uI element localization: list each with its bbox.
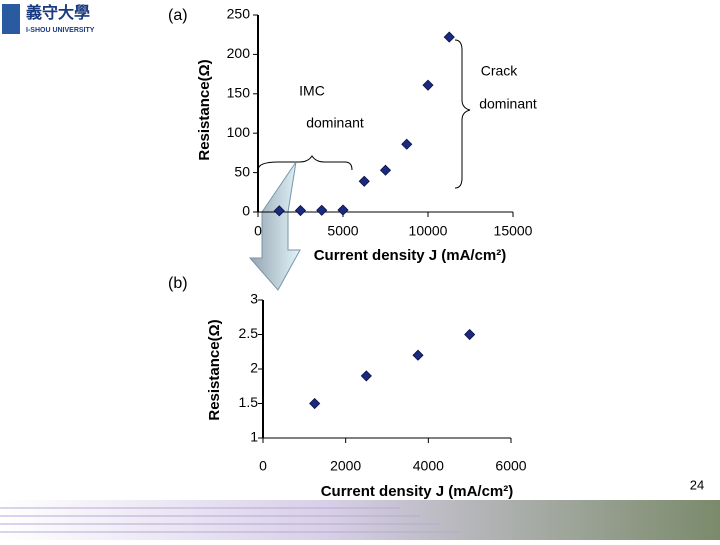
logo: 義守大學 I-SHOU UNIVERSITY: [2, 3, 95, 34]
x-axis-title: Current density J (mA/cm²): [314, 247, 507, 264]
zoom-arrow: [248, 161, 301, 291]
annotation: IMC: [299, 83, 325, 99]
brace-imc: [257, 155, 353, 171]
point: [401, 138, 413, 150]
point: [464, 328, 476, 341]
y-tick-label: 150: [227, 85, 251, 101]
y-tick-label: 2: [250, 360, 258, 376]
y-tick-label: 100: [227, 124, 251, 140]
annotation: dominant: [479, 96, 537, 112]
x-tick-label: 0: [254, 223, 262, 239]
annotation: dominant: [306, 115, 364, 131]
x-axis-title: Current density J (mA/cm²): [321, 483, 514, 500]
y-tick-label: 2.5: [239, 325, 259, 341]
point: [443, 31, 455, 43]
y-tick-label: 3: [250, 291, 258, 307]
point: [422, 79, 434, 91]
page-number: 24: [690, 477, 704, 492]
logo-subtitle: I-SHOU UNIVERSITY: [26, 27, 95, 34]
point: [273, 205, 285, 217]
x-tick-label: 6000: [495, 458, 526, 474]
x-tick-label: 4000: [413, 458, 444, 474]
y-tick-label: 1: [250, 429, 258, 445]
x-tick-label: 15000: [494, 223, 533, 239]
x-tick-label: 10000: [409, 223, 448, 239]
logo-name: 義守大學: [26, 3, 90, 22]
banner: [0, 500, 720, 540]
panel-label: (a): [168, 7, 188, 24]
point: [316, 204, 328, 216]
y-tick-label: 1.5: [239, 394, 259, 410]
brace-crack: [454, 39, 471, 189]
point: [294, 204, 307, 217]
y-tick-label: 250: [227, 6, 251, 22]
y-tick-label: 0: [242, 203, 250, 219]
panel-label: (b): [168, 275, 188, 292]
y-axis-title: Resistance(Ω): [196, 59, 213, 160]
x-tick-label: 0: [259, 458, 267, 474]
annotation: Crack: [481, 63, 519, 79]
x-tick-label: 5000: [327, 223, 358, 239]
y-tick-label: 200: [227, 45, 251, 61]
y-axis-title: Resistance(Ω): [206, 319, 223, 420]
point: [360, 370, 372, 382]
point: [358, 175, 370, 187]
banner-lines: [0, 507, 460, 533]
logo-mark: [2, 4, 20, 34]
point: [379, 164, 392, 176]
x-tick-label: 2000: [330, 458, 361, 474]
point: [337, 204, 349, 216]
point: [412, 349, 424, 361]
y-tick-label: 50: [234, 163, 250, 179]
point: [309, 397, 321, 410]
